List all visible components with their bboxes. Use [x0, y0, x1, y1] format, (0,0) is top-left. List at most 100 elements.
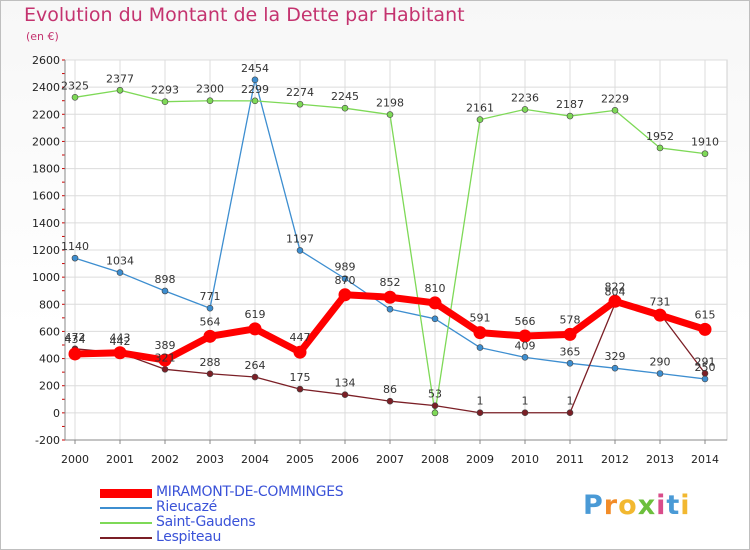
series-saint-gaudens	[71, 86, 709, 417]
data-point	[386, 111, 394, 118]
data-point	[71, 94, 79, 101]
data-label: 2245	[331, 90, 359, 103]
data-point	[701, 375, 709, 383]
data-label: 434	[65, 333, 86, 346]
data-point	[296, 247, 304, 254]
data-point	[251, 76, 259, 84]
y-tick-label: 2600	[32, 54, 60, 67]
data-label: 1952	[646, 130, 674, 143]
data-label: 291	[695, 355, 716, 368]
data-label: 2187	[556, 98, 584, 111]
y-tick-label: -200	[35, 434, 60, 447]
data-point	[71, 254, 79, 262]
data-point	[431, 402, 439, 409]
data-point	[518, 329, 532, 343]
legend-swatch	[100, 522, 152, 524]
x-tick-label: 2003	[196, 453, 224, 466]
data-point	[701, 370, 709, 377]
logo-letter: i	[680, 490, 691, 521]
data-label: 810	[425, 282, 446, 295]
data-point	[656, 144, 664, 152]
data-point	[521, 354, 529, 361]
data-label: 175	[290, 371, 311, 384]
series-miramont-de-comminges	[68, 288, 712, 367]
data-point	[611, 107, 619, 114]
x-tick-label: 2013	[646, 453, 674, 466]
data-point	[206, 370, 214, 378]
data-label: 134	[335, 377, 356, 390]
data-point	[116, 86, 124, 94]
data-label: 2236	[511, 91, 539, 104]
data-label: 288	[200, 356, 221, 369]
data-point	[161, 365, 169, 373]
data-label: 365	[560, 345, 581, 358]
data-label: 86	[383, 383, 397, 396]
data-label: 1	[522, 395, 529, 408]
data-label: 443	[110, 332, 131, 345]
data-point	[386, 305, 394, 313]
x-tick-label: 2006	[331, 453, 359, 466]
data-label: 804	[605, 286, 626, 299]
y-tick-label: 200	[39, 380, 60, 393]
x-tick-label: 2014	[691, 453, 719, 466]
data-point	[428, 296, 442, 310]
data-label: 615	[695, 308, 716, 321]
logo-letter: i	[656, 490, 667, 521]
data-label: 329	[605, 350, 626, 363]
data-point	[341, 104, 349, 112]
y-tick-label: 1600	[32, 190, 60, 203]
data-label: 566	[515, 315, 536, 328]
data-point	[251, 97, 259, 105]
data-point	[611, 364, 619, 372]
data-point	[206, 304, 214, 312]
data-label: 472	[65, 331, 86, 344]
logo-letter: x	[637, 490, 657, 521]
data-point	[386, 397, 394, 405]
data-label: 2300	[196, 83, 224, 96]
data-point	[608, 294, 622, 308]
data-label: 731	[650, 296, 671, 309]
y-tick-label: 800	[39, 298, 60, 311]
data-label: 2293	[151, 84, 179, 97]
legend-label: Saint-Gaudens	[156, 514, 256, 530]
y-tick-label: 2200	[32, 108, 60, 121]
data-label: 264	[245, 359, 266, 372]
data-label: 442	[110, 335, 131, 348]
data-point	[341, 275, 349, 282]
x-tick-label: 2011	[556, 453, 584, 466]
data-point	[476, 344, 484, 351]
data-point	[206, 97, 214, 105]
data-label: 870	[335, 274, 356, 287]
data-point	[566, 112, 574, 120]
data-label: 250	[695, 361, 716, 374]
legend-label: MIRAMONT-DE-COMMINGES	[156, 484, 344, 500]
x-tick-label: 2009	[466, 453, 494, 466]
data-point	[701, 150, 709, 157]
x-tick-label: 2005	[286, 453, 314, 466]
x-tick-label: 2002	[151, 453, 179, 466]
legend-swatch	[100, 489, 152, 498]
data-label: 591	[470, 312, 491, 325]
data-label: 321	[155, 351, 176, 364]
legend-swatch	[100, 507, 152, 509]
legend-label: Lespiteau	[156, 529, 222, 545]
data-point	[521, 409, 529, 417]
data-point	[248, 322, 262, 336]
data-label: 2198	[376, 97, 404, 110]
data-point	[383, 290, 397, 304]
data-point	[653, 308, 667, 322]
data-label: 2325	[61, 79, 89, 92]
data-point	[431, 315, 439, 323]
data-label: 2274	[286, 86, 314, 99]
y-tick-label: 400	[39, 353, 60, 366]
data-point	[161, 98, 169, 105]
data-label: 2299	[241, 83, 269, 96]
data-label: 389	[155, 339, 176, 352]
y-tick-label: 2400	[32, 81, 60, 94]
data-label: 409	[515, 339, 536, 352]
data-point	[113, 346, 127, 360]
data-label: 447	[290, 331, 311, 344]
data-label: 2454	[241, 62, 269, 75]
data-point	[116, 269, 124, 276]
